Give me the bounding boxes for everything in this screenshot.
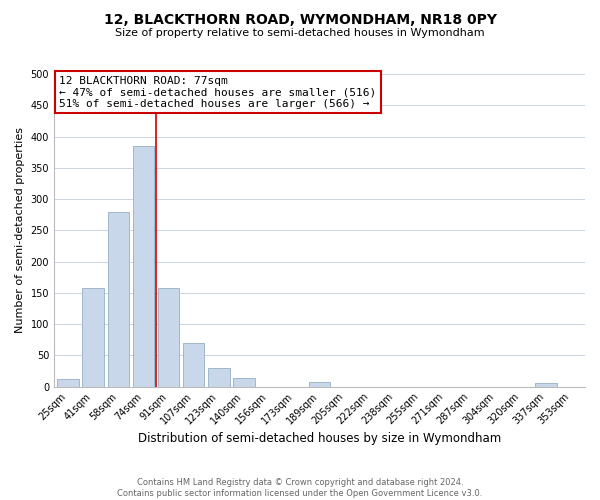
Bar <box>309 382 330 386</box>
X-axis label: Distribution of semi-detached houses by size in Wymondham: Distribution of semi-detached houses by … <box>138 432 501 445</box>
Bar <box>57 379 79 386</box>
Text: Contains HM Land Registry data © Crown copyright and database right 2024.
Contai: Contains HM Land Registry data © Crown c… <box>118 478 482 498</box>
Y-axis label: Number of semi-detached properties: Number of semi-detached properties <box>15 128 25 334</box>
Bar <box>535 384 557 386</box>
Bar <box>183 343 205 386</box>
Bar <box>158 288 179 386</box>
Text: 12, BLACKTHORN ROAD, WYMONDHAM, NR18 0PY: 12, BLACKTHORN ROAD, WYMONDHAM, NR18 0PY <box>104 12 497 26</box>
Text: 12 BLACKTHORN ROAD: 77sqm
← 47% of semi-detached houses are smaller (516)
51% of: 12 BLACKTHORN ROAD: 77sqm ← 47% of semi-… <box>59 76 377 109</box>
Bar <box>107 212 129 386</box>
Bar <box>233 378 255 386</box>
Text: Size of property relative to semi-detached houses in Wymondham: Size of property relative to semi-detach… <box>115 28 485 38</box>
Bar <box>208 368 230 386</box>
Bar <box>82 288 104 386</box>
Bar <box>133 146 154 386</box>
